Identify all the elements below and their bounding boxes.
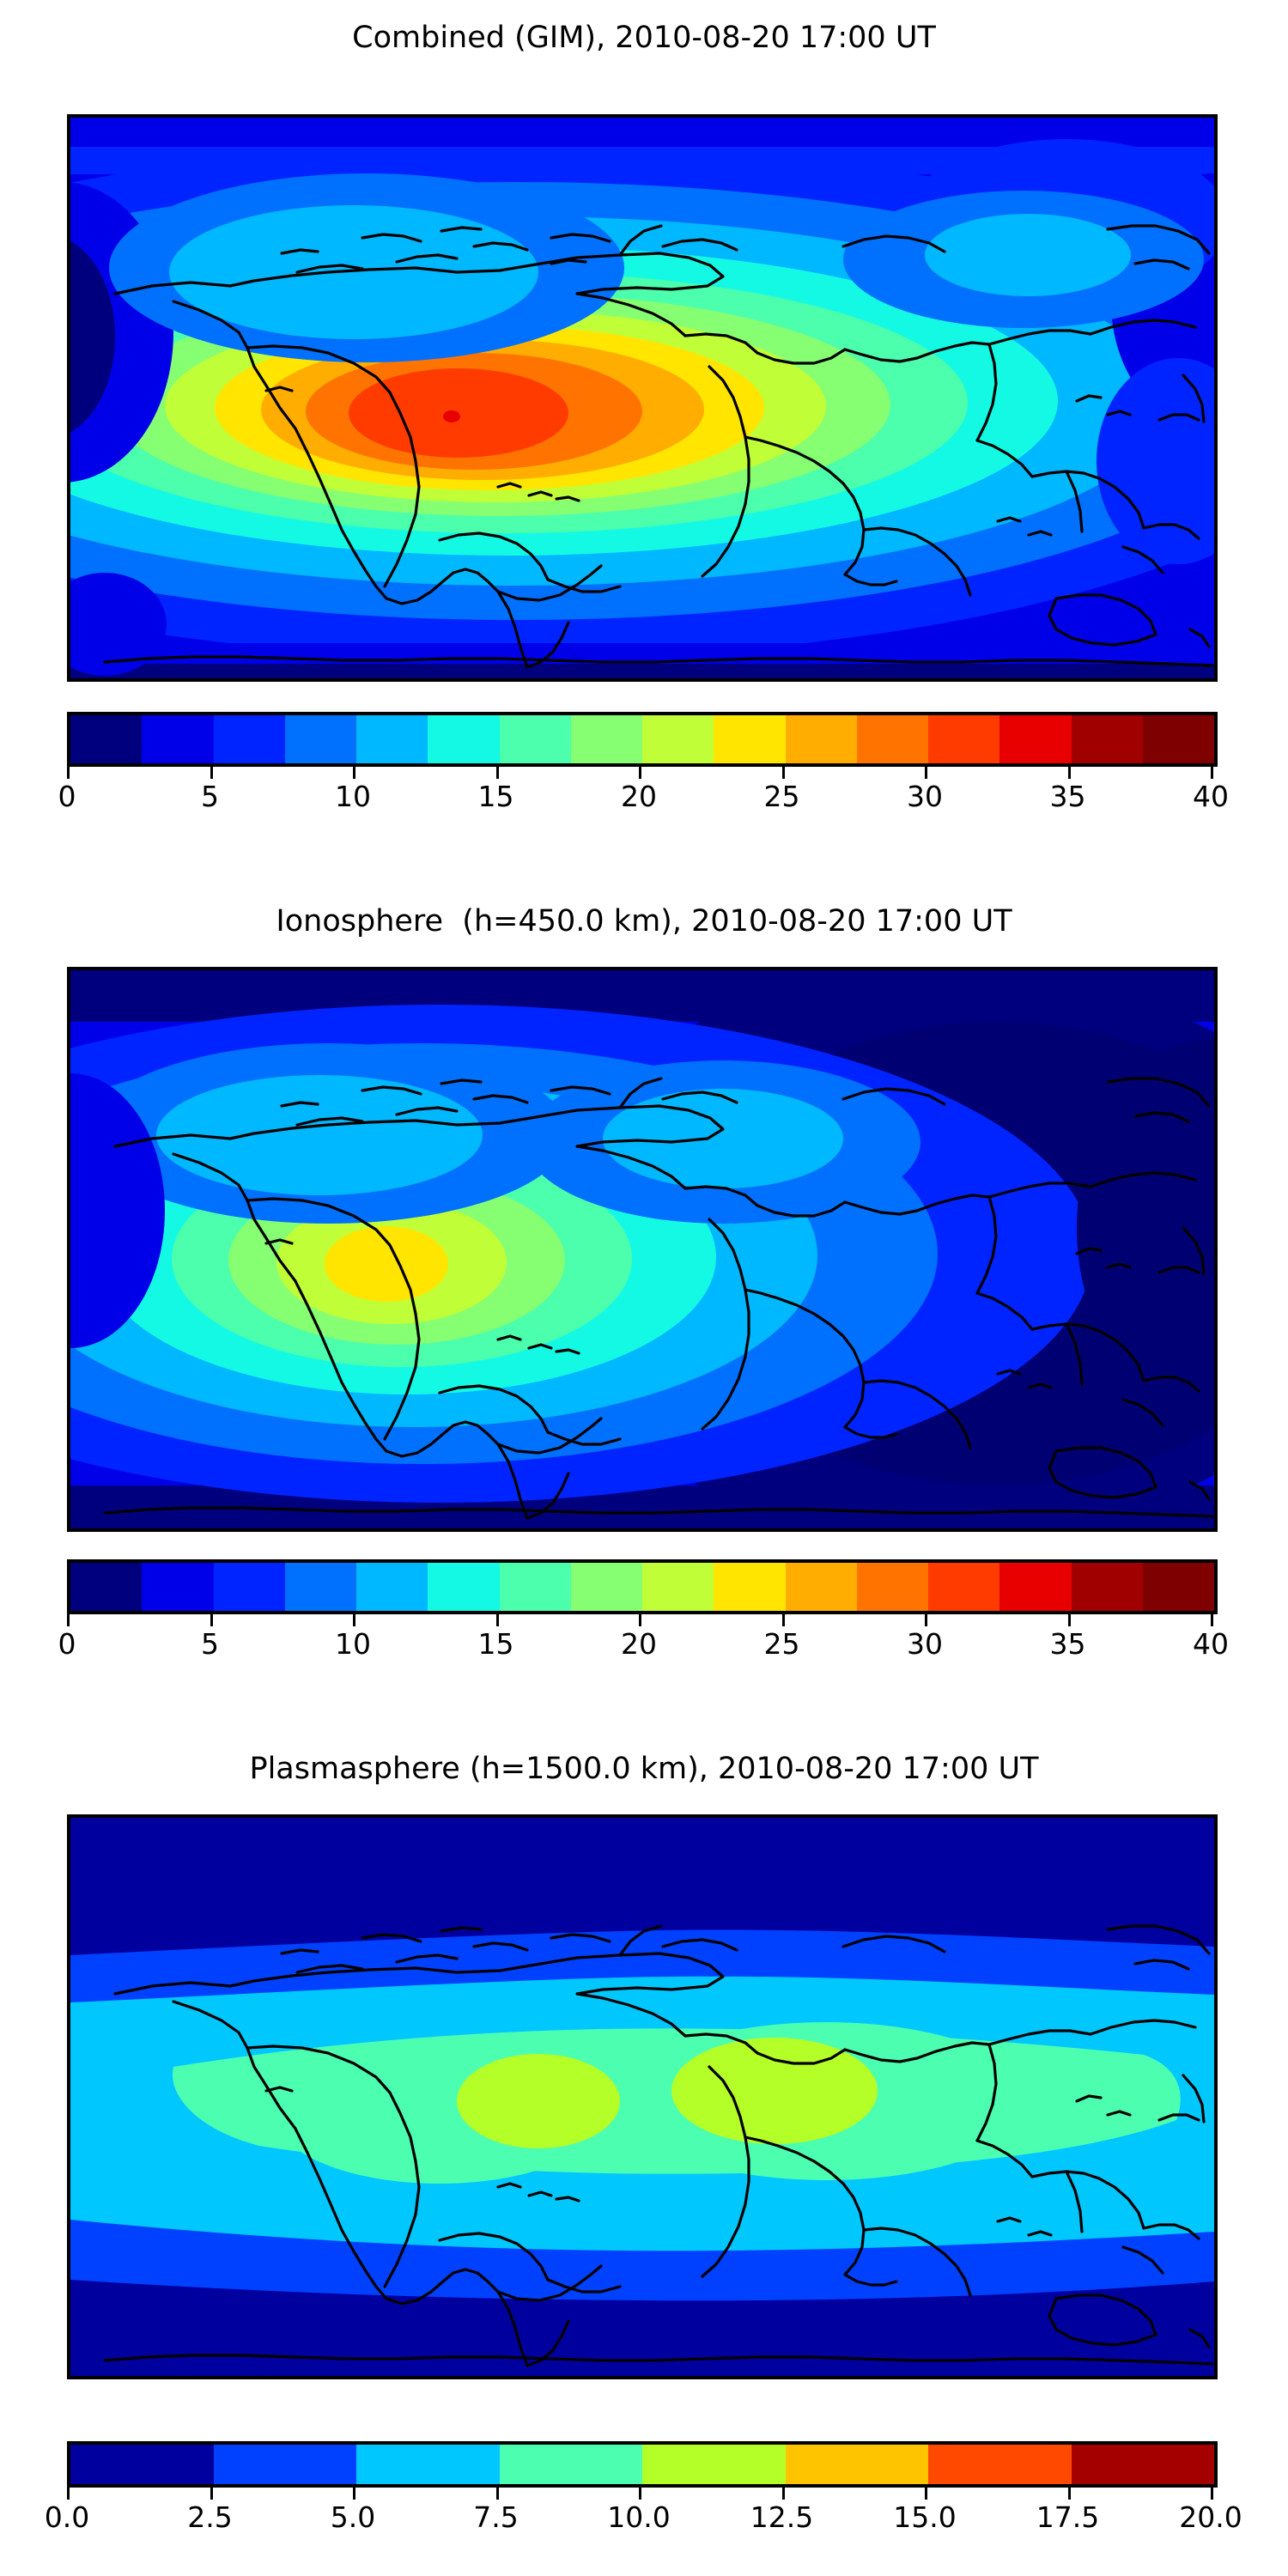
colorbar-tick-label: 12.5 [750, 2500, 814, 2534]
colorbar-tick-label: 10 [335, 1627, 371, 1661]
colorbar-tick-label: 7.5 [473, 2500, 519, 2534]
colorbar-tick-label: 10 [335, 780, 371, 813]
colorbar-tick-label: 0 [58, 1627, 76, 1661]
map-plasmasphere [67, 1814, 1218, 2379]
contour-fill-combined [70, 118, 1214, 678]
colorbar-tick [67, 767, 70, 779]
colorbar-tick-label: 15 [477, 1627, 514, 1661]
colorbar-tick [210, 767, 213, 779]
colorbar-tick [495, 1614, 499, 1626]
colorbar-ticks-plasmasphere: 0.0 2.5 5.0 7.5 10.0 12.5 15.0 17.5 20.0 [45, 2488, 1242, 2536]
colorbar-tick [210, 2488, 213, 2500]
colorbar-tick-label: 40 [1193, 780, 1229, 813]
panel-title-plasmasphere: Plasmasphere (h=1500.0 km), 2010-08-20 1… [249, 1752, 1039, 1786]
colorbar-tick-label: 20 [621, 1627, 657, 1661]
colorbar-tick [1211, 1614, 1213, 1626]
colorbar-tick-label: 10.0 [607, 2500, 671, 2534]
colorbar-tick-label: 5 [201, 1627, 219, 1661]
colorbar-strip-plasmasphere[interactable] [67, 2441, 1218, 2488]
colorbar-tick-label: 15.0 [893, 2500, 957, 2534]
colorbar-tick-label: 0.0 [44, 2500, 90, 2534]
coastlines-combined [103, 224, 1214, 669]
colorbar-tick-label: 0 [58, 780, 76, 813]
colorbar-tick-label: 40 [1193, 1627, 1229, 1661]
colorbar-tick-label: 35 [1049, 1627, 1086, 1661]
colorbar-combined: 0 5 10 15 20 25 30 35 40 [58, 712, 1229, 815]
colorbar-tick-label: 5.0 [330, 2500, 376, 2534]
colorbar-tick [1211, 2488, 1213, 2500]
colorbar-tick [781, 2488, 785, 2500]
colorbar-tick-label: 15 [477, 780, 514, 813]
colorbar-tick [67, 1614, 70, 1626]
colorbar-tick-label: 25 [763, 1627, 800, 1661]
colorbar-tick-label: 2.5 [187, 2500, 233, 2534]
contour-fill-plasmasphere [70, 1818, 1214, 2376]
colorbar-tick [925, 1614, 927, 1626]
colorbar-tick [353, 767, 355, 779]
colorbar-tick [495, 767, 499, 779]
colorbar-tick [1067, 767, 1071, 779]
colorbar-tick [639, 1614, 641, 1626]
colorbar-tick [1211, 767, 1213, 779]
colorbar-tick [639, 2488, 641, 2500]
colorbar-tick [1067, 1614, 1071, 1626]
colorbar-tick-label: 30 [907, 1627, 943, 1661]
colorbar-plasmasphere: 0.0 2.5 5.0 7.5 10.0 12.5 15.0 17.5 20.0 [45, 2441, 1242, 2536]
colorbar-tick-label: 20.0 [1179, 2500, 1242, 2534]
panel-title-combined: Combined (GIM), 2010-08-20 17:00 UT [352, 21, 936, 55]
colorbar-strip-combined[interactable] [67, 712, 1218, 767]
colorbar-tick [67, 2488, 70, 2500]
colorbar-tick-label: 35 [1049, 780, 1086, 813]
map-svg-plasmasphere [70, 1818, 1214, 2376]
colorbar-tick [781, 1614, 785, 1626]
panel-title-ionosphere: Ionosphere (h=450.0 km), 2010-08-20 17:0… [276, 904, 1012, 939]
colorbar-tick [639, 767, 641, 779]
colorbar-tick-label: 5 [201, 780, 219, 813]
colorbar-ionosphere: 0 5 10 15 20 25 30 35 40 [58, 1559, 1229, 1662]
contour-fill-ionosphere [70, 970, 1214, 1528]
colorbar-tick-label: 25 [763, 780, 800, 813]
map-svg-combined [70, 118, 1214, 678]
colorbar-tick [1067, 2488, 1071, 2500]
colorbar-tick [353, 1614, 355, 1626]
colorbar-strip-ionosphere[interactable] [67, 1559, 1218, 1614]
colorbar-ticks-ionosphere: 0 5 10 15 20 25 30 35 40 [58, 1614, 1229, 1662]
colorbar-ticks-combined: 0 5 10 15 20 25 30 35 40 [58, 767, 1229, 815]
colorbar-tick [781, 767, 785, 779]
panel-combined-gim: Combined (GIM), 2010-08-20 17:00 UT [0, 21, 1288, 55]
map-combined-gim [67, 114, 1218, 682]
map-svg-ionosphere [70, 970, 1214, 1528]
colorbar-tick [210, 1614, 213, 1626]
colorbar-tick-label: 17.5 [1036, 2500, 1100, 2534]
colorbar-tick [495, 2488, 499, 2500]
panel-ionosphere: Ionosphere (h=450.0 km), 2010-08-20 17:0… [0, 904, 1288, 939]
colorbar-tick-label: 30 [907, 780, 943, 813]
colorbar-tick [925, 767, 927, 779]
coastlines-plasmasphere [103, 1924, 1214, 2367]
coastlines-ionosphere [103, 1077, 1214, 1520]
colorbar-tick [353, 2488, 355, 2500]
colorbar-tick [925, 2488, 927, 2500]
colorbar-tick-label: 20 [621, 780, 657, 813]
panel-plasmasphere: Plasmasphere (h=1500.0 km), 2010-08-20 1… [0, 1752, 1288, 1786]
map-ionosphere [67, 967, 1218, 1532]
